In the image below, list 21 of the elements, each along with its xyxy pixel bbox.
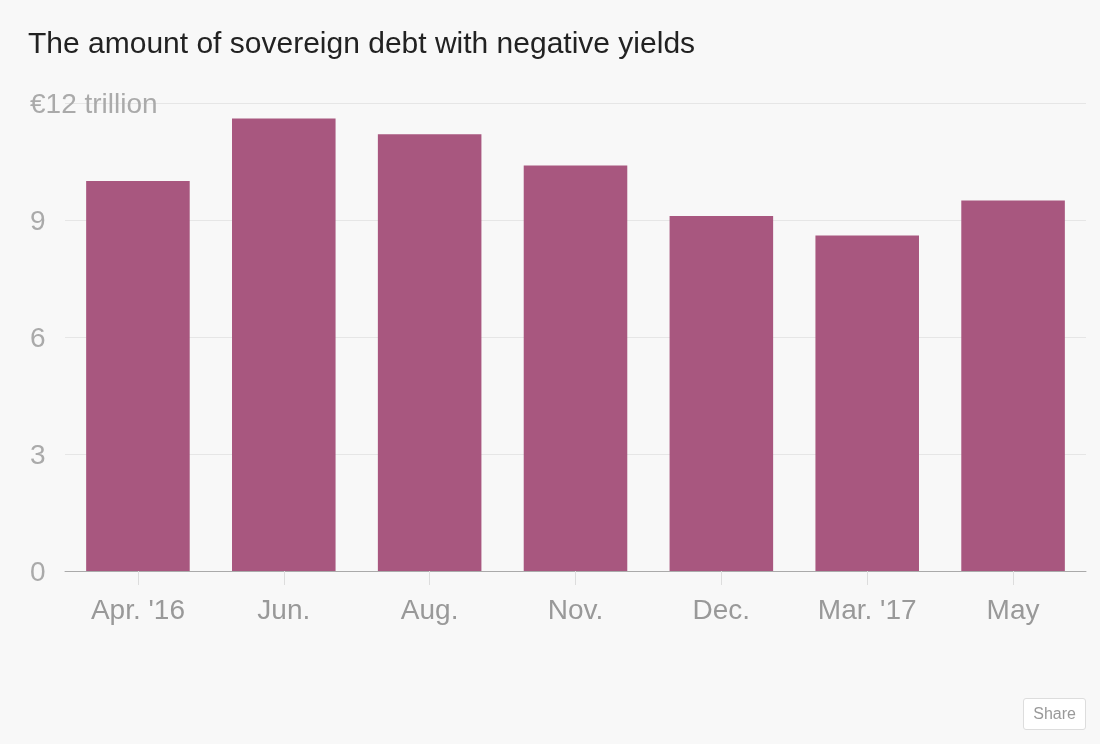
y-tick-label: 0 (30, 555, 46, 587)
y-tick-label: 3 (30, 438, 46, 470)
x-tick-label: Aug. (400, 593, 459, 625)
bar (669, 216, 774, 571)
bar (523, 165, 628, 571)
y-tick-label: 6 (30, 321, 46, 353)
x-tick-label: May (986, 593, 1040, 625)
text: Share (1023, 698, 1086, 730)
x-tick-label: Dec. (692, 593, 751, 625)
chart-title: The amount of sovereign debt with negative yields (28, 26, 696, 60)
x-tick-label: Mar. '17 (817, 593, 917, 625)
y-tick-label: €12 trillion (30, 87, 158, 119)
bar (961, 200, 1065, 571)
bar (815, 235, 919, 571)
x-tick-label: Nov. (547, 593, 604, 625)
x-tick-label: Apr. '16 (90, 593, 185, 625)
bar (232, 118, 336, 571)
bar (377, 134, 482, 571)
bar (86, 181, 190, 571)
y-tick-label: 9 (30, 204, 46, 236)
x-tick-label: Jun. (257, 593, 311, 625)
